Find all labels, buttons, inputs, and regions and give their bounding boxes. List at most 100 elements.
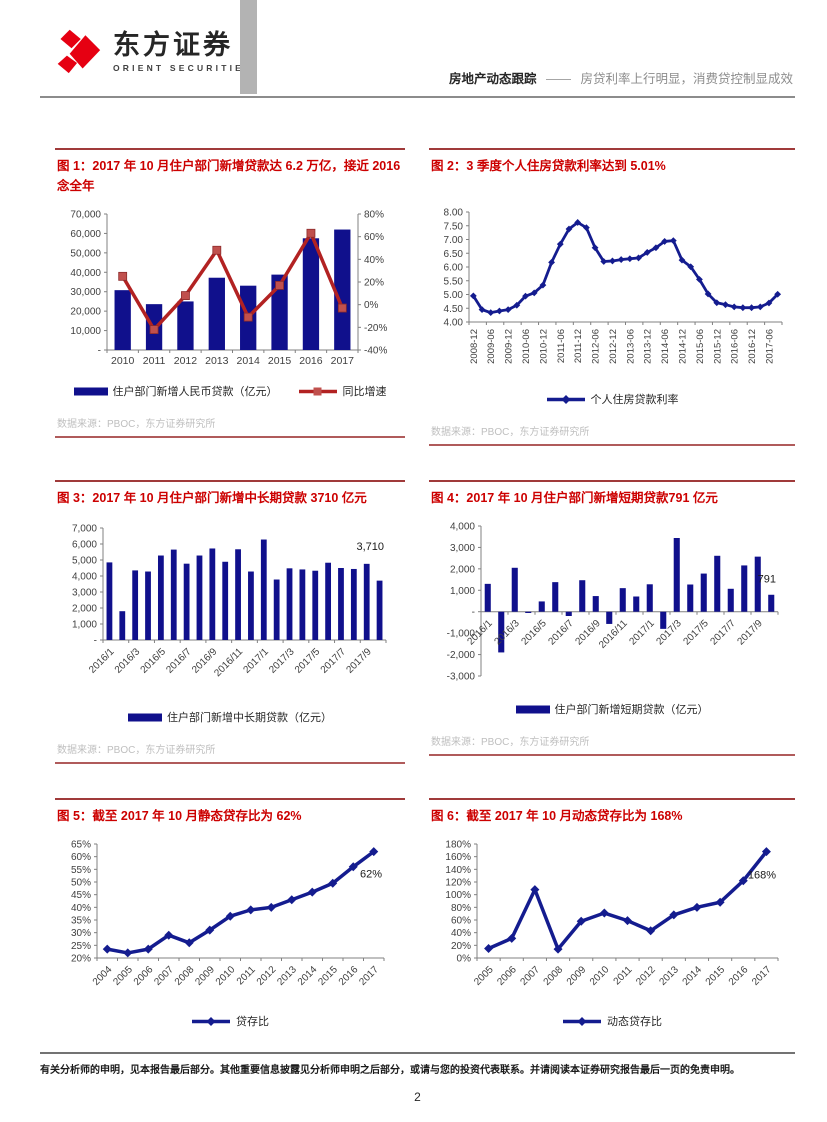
- svg-text:4.50: 4.50: [444, 304, 464, 315]
- svg-text:2005: 2005: [111, 964, 135, 988]
- line-legend-swatch-icon: [563, 1016, 601, 1026]
- svg-text:2016: 2016: [727, 964, 751, 988]
- figure-4-source: 数据来源：PBOC，东方证券研究所: [429, 721, 795, 756]
- figure-4-title: 图 4：2017 年 10 月住户部门新增短期贷款791 亿元: [431, 491, 718, 505]
- legend-item: 个人住房贷款利率: [546, 391, 679, 407]
- svg-text:140%: 140%: [445, 865, 471, 876]
- svg-text:3,000: 3,000: [72, 588, 97, 599]
- svg-text:2013-12: 2013-12: [643, 329, 654, 364]
- svg-text:2007: 2007: [518, 964, 542, 988]
- svg-text:2017-06: 2017-06: [764, 329, 775, 364]
- figure-6-chart-area: 180% 160% 140% 120% 100% 80% 60% 40% 20% 0% 2005 20…: [429, 834, 795, 1011]
- figure-5-chart-area: 65% 60% 55% 50% 45% 40% 35% 30% 25% 20% 2004 2005 20…: [55, 834, 405, 1011]
- figure-1: 图 1：2017 年 10 月住户部门新增贷款达 6.2 万亿，接近 2016 …: [55, 148, 405, 446]
- svg-text:2015: 2015: [316, 964, 340, 988]
- figure-4-chart: 4,000 3,000 2,000 1,000 - -1,000 -2,000 -3,000 2…: [447, 522, 779, 683]
- svg-text:5.50: 5.50: [444, 276, 464, 287]
- svg-text:2016/5: 2016/5: [139, 646, 169, 676]
- svg-text:7,000: 7,000: [72, 524, 97, 535]
- figure-5-title: 图 5：截至 2017 年 10 月静态贷存比为 62%: [57, 809, 302, 823]
- report-title: 房地产动态跟踪 —— 房贷利率上行明显，消费贷控制显成效: [449, 68, 793, 87]
- svg-text:2014-06: 2014-06: [660, 329, 671, 364]
- svg-text:-: -: [472, 607, 475, 618]
- svg-text:2011: 2011: [143, 355, 166, 367]
- svg-text:-: -: [94, 636, 97, 647]
- svg-text:2009: 2009: [193, 964, 217, 988]
- svg-text:2009-06: 2009-06: [486, 329, 497, 364]
- svg-text:80%: 80%: [364, 210, 384, 221]
- svg-text:-: -: [98, 346, 101, 357]
- svg-text:2014: 2014: [296, 964, 320, 988]
- svg-text:30,000: 30,000: [70, 287, 101, 298]
- figure-4: 图 4：2017 年 10 月住户部门新增短期贷款791 亿元 4,000 3,0…: [429, 480, 795, 764]
- legend-item: 动态贷存比: [562, 1013, 662, 1029]
- report-type: 房地产动态跟踪: [449, 72, 537, 86]
- figure-2-chart: 8.00 7.50 7.00 6.50 6.00 5.50 5.00 4.50 4.00 2008…: [444, 208, 783, 364]
- disclaimer-text: 有关分析师的申明，见本报告最后部分。其他重要信息披露见分析师申明之后部分，或请与…: [40, 1065, 740, 1076]
- report-title-separator: ——: [546, 72, 571, 86]
- svg-text:20%: 20%: [451, 941, 471, 952]
- brand: 东方证券 ORIENT SECURITIES: [54, 26, 253, 76]
- svg-text:60%: 60%: [364, 232, 384, 243]
- svg-text:2013: 2013: [205, 355, 229, 367]
- svg-text:2016/3: 2016/3: [113, 646, 143, 676]
- legend-label: 贷存比: [236, 1016, 269, 1028]
- figure-5-chart: 65%60%55%50%45%40%35%30%25%20%2004200520…: [71, 840, 385, 988]
- svg-text:65%: 65%: [71, 840, 91, 851]
- svg-text:6.50: 6.50: [444, 249, 464, 260]
- svg-text:6.00: 6.00: [444, 263, 464, 274]
- svg-text:2010-12: 2010-12: [538, 329, 549, 364]
- svg-text:2012: 2012: [634, 964, 658, 988]
- svg-text:2017/1: 2017/1: [242, 646, 272, 676]
- svg-text:-40%: -40%: [364, 346, 387, 357]
- svg-text:60%: 60%: [71, 852, 91, 863]
- svg-text:8.00: 8.00: [444, 208, 464, 219]
- report-subtitle: 房贷利率上行明显，消费贷控制显成效: [580, 72, 793, 86]
- charts-row-3: 图 5：截至 2017 年 10 月静态贷存比为 62% 65% 60% 55% 50…: [55, 798, 795, 1029]
- svg-text:168%: 168%: [748, 870, 776, 882]
- svg-text:62%: 62%: [360, 868, 382, 880]
- svg-text:40%: 40%: [71, 903, 91, 914]
- svg-text:160%: 160%: [445, 852, 471, 863]
- svg-text:2015-06: 2015-06: [695, 329, 706, 364]
- svg-text:2016/11: 2016/11: [597, 618, 630, 651]
- figure-1-title: 图 1：2017 年 10 月住户部门新增贷款达 6.2 万亿，接近 2016 …: [57, 159, 401, 193]
- svg-text:2016: 2016: [337, 964, 361, 988]
- svg-text:2016-12: 2016-12: [747, 329, 758, 364]
- figure-2-legend: 个人住房贷款利率: [429, 391, 795, 407]
- svg-text:2016/1: 2016/1: [87, 646, 117, 676]
- figure-2: 图 2：3 季度个人住房贷款利率达到 5.01% 8.00 7.50 7.00 6.5…: [429, 148, 795, 446]
- figure-4-legend: 住户部门新增短期贷款（亿元）: [429, 701, 795, 717]
- svg-text:100%: 100%: [445, 890, 471, 901]
- svg-text:0%: 0%: [364, 300, 379, 311]
- svg-text:-2,000: -2,000: [447, 650, 476, 661]
- svg-text:2016/7: 2016/7: [164, 646, 194, 676]
- svg-text:2012: 2012: [255, 964, 279, 988]
- svg-text:2017/7: 2017/7: [319, 646, 349, 676]
- figure-1-chart: 70,000 60,000 50,000 40,000 30,000 20,000 10,0…: [70, 210, 387, 368]
- svg-text:7.50: 7.50: [444, 221, 464, 232]
- line-legend-swatch-icon: [298, 387, 337, 395]
- figure-4-chart-area: 4,000 3,000 2,000 1,000 - -1,000 -2,000 -3,000 2…: [429, 516, 795, 699]
- svg-text:55%: 55%: [71, 865, 91, 876]
- bar-legend-swatch-icon: [73, 387, 108, 395]
- figure-3-legend: 住户部门新增中长期贷款（亿元）: [55, 709, 405, 725]
- svg-text:2017/9: 2017/9: [735, 618, 765, 648]
- page-footer: 有关分析师的申明，见本报告最后部分。其他重要信息披露见分析师申明之后部分，或请与…: [40, 1052, 795, 1104]
- svg-text:7.00: 7.00: [444, 235, 464, 246]
- svg-text:2016-06: 2016-06: [730, 329, 741, 364]
- legend-label: 同比增速: [342, 386, 387, 398]
- figure-5-legend: 贷存比: [55, 1013, 405, 1029]
- figure-6-legend: 动态贷存比: [429, 1013, 795, 1029]
- svg-text:1,000: 1,000: [450, 586, 475, 597]
- svg-text:2013-06: 2013-06: [625, 329, 636, 364]
- svg-text:3,710: 3,710: [356, 541, 384, 553]
- svg-text:-3,000: -3,000: [447, 672, 476, 683]
- legend-item: 住户部门新增中长期贷款（亿元）: [128, 709, 332, 725]
- svg-text:2006: 2006: [132, 964, 156, 988]
- svg-text:2008: 2008: [173, 964, 197, 988]
- svg-text:2,000: 2,000: [450, 564, 475, 575]
- svg-text:2011: 2011: [612, 964, 635, 987]
- header-divider-bar: [240, 0, 257, 94]
- figure-3-chart-area: 7,000 6,000 5,000 4,000 3,000 2,000 1,000-2016…: [55, 516, 405, 707]
